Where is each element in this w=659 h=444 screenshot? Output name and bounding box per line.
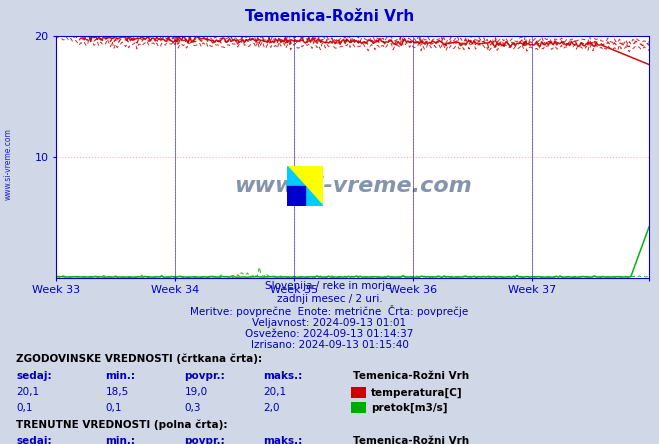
Text: 0,3: 0,3 [185, 403, 201, 412]
Text: povpr.:: povpr.: [185, 436, 225, 444]
Text: maks.:: maks.: [264, 436, 303, 444]
Polygon shape [287, 186, 304, 206]
Text: 20,1: 20,1 [264, 388, 287, 397]
Text: 0,1: 0,1 [105, 403, 122, 412]
Text: temperatura[C]: temperatura[C] [371, 387, 463, 398]
Text: sedaj:: sedaj: [16, 371, 52, 381]
Text: 20,1: 20,1 [16, 388, 40, 397]
Text: 19,0: 19,0 [185, 388, 208, 397]
Polygon shape [287, 166, 323, 206]
Text: 18,5: 18,5 [105, 388, 129, 397]
Text: Veljavnost: 2024-09-13 01:01: Veljavnost: 2024-09-13 01:01 [252, 318, 407, 328]
Text: povpr.:: povpr.: [185, 371, 225, 381]
Text: maks.:: maks.: [264, 371, 303, 381]
Text: 0,1: 0,1 [16, 403, 33, 412]
Text: TRENUTNE VREDNOSTI (polna črta):: TRENUTNE VREDNOSTI (polna črta): [16, 419, 228, 430]
Text: ZGODOVINSKE VREDNOSTI (črtkana črta):: ZGODOVINSKE VREDNOSTI (črtkana črta): [16, 353, 262, 364]
Text: Izrisano: 2024-09-13 01:15:40: Izrisano: 2024-09-13 01:15:40 [250, 340, 409, 350]
Text: Slovenija / reke in morje.: Slovenija / reke in morje. [264, 281, 395, 291]
Text: sedaj:: sedaj: [16, 436, 52, 444]
Polygon shape [287, 166, 323, 206]
Text: 2,0: 2,0 [264, 403, 280, 412]
Text: zadnji mesec / 2 uri.: zadnji mesec / 2 uri. [277, 294, 382, 304]
Text: pretok[m3/s]: pretok[m3/s] [371, 402, 447, 413]
Text: www.si-vreme.com: www.si-vreme.com [3, 128, 13, 200]
Text: min.:: min.: [105, 371, 136, 381]
Text: Temenica-Rožni Vrh: Temenica-Rožni Vrh [353, 371, 469, 381]
Text: www.si-vreme.com: www.si-vreme.com [234, 175, 471, 195]
Text: Meritve: povprečne  Enote: metrične  Črta: povprečje: Meritve: povprečne Enote: metrične Črta:… [190, 305, 469, 317]
Text: min.:: min.: [105, 436, 136, 444]
Text: Osveženo: 2024-09-13 01:14:37: Osveženo: 2024-09-13 01:14:37 [245, 329, 414, 339]
Text: Temenica-Rožni Vrh: Temenica-Rožni Vrh [353, 436, 469, 444]
Text: Temenica-Rožni Vrh: Temenica-Rožni Vrh [245, 9, 414, 24]
